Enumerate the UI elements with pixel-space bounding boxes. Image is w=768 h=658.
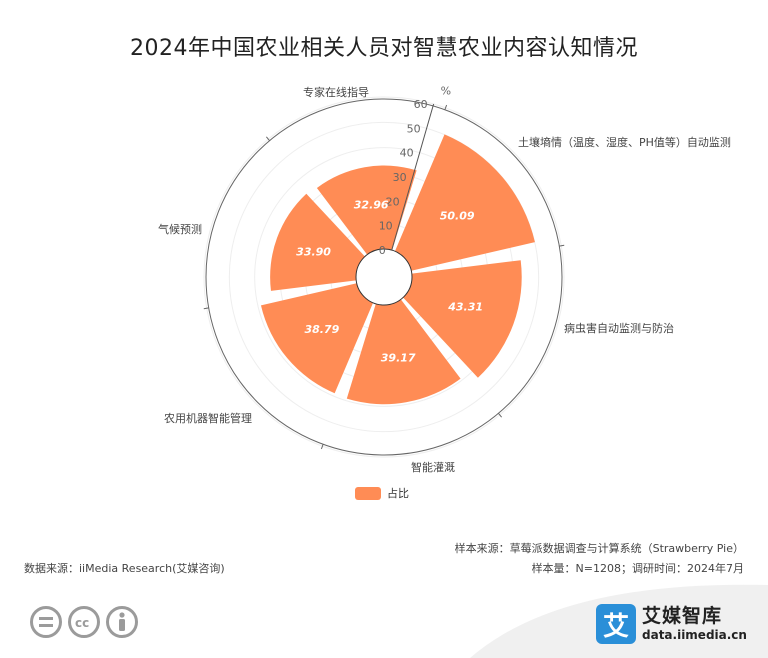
- person-icon: [106, 606, 138, 638]
- bar-sector[interactable]: [394, 134, 535, 271]
- grid-circle: [203, 96, 565, 458]
- bar-sector[interactable]: [403, 260, 522, 378]
- brand-text: 艾媒智库 data.iimedia.cn: [642, 605, 747, 643]
- tick-label: 10: [379, 220, 393, 233]
- value-label: 39.17: [381, 351, 416, 364]
- category-label: 农用机器智能管理: [164, 411, 252, 425]
- brand-url: data.iimedia.cn: [642, 628, 747, 642]
- radial-axis: 0 10 20 30 40 50 60%: [379, 84, 451, 257]
- category-label: 病虫害自动监测与防治: [564, 321, 674, 335]
- grid-circle: [228, 121, 540, 433]
- sample-size: 样本量：N=1208；调研时间：2024年7月: [531, 562, 744, 575]
- value-label: 38.79: [304, 323, 339, 336]
- outer-tick: [320, 444, 324, 450]
- bar-sector[interactable]: [316, 165, 417, 255]
- cc-icon: cc: [68, 606, 100, 638]
- tick-label: 60: [414, 98, 428, 111]
- value-label: 32.96: [354, 198, 389, 211]
- outer-ring: [205, 98, 563, 456]
- brand-name: 艾媒智库: [642, 605, 723, 627]
- svg-text:cc: cc: [75, 616, 89, 628]
- tick-label: 0: [379, 244, 386, 257]
- outer-tick: [265, 136, 270, 141]
- tick-label: 30: [393, 171, 407, 184]
- category-label: 气候预测: [158, 222, 202, 236]
- bar-sector[interactable]: [260, 283, 374, 394]
- value-label: 33.90: [296, 245, 331, 258]
- tick-label: 50: [407, 122, 421, 135]
- bar-sector[interactable]: [346, 299, 461, 405]
- sample-source: 样本来源：草莓派数据调查与计算系统（Strawberry Pie）: [454, 542, 744, 555]
- center-hole: [355, 248, 413, 306]
- category-label: 智能灌溉: [411, 460, 455, 474]
- chart-labels: 50.09 43.31 39.17 38.79 33.90 32.96 土壤墒情（温度、湿度…: [158, 85, 731, 474]
- bar-sector[interactable]: [270, 193, 365, 291]
- category-label: 专家在线指导: [303, 85, 369, 99]
- tick-label: 20: [386, 195, 400, 208]
- brand: 艾 艾媒智库 data.iimedia.cn: [596, 604, 747, 644]
- axis-unit: %: [441, 84, 451, 97]
- legend-label: 占比: [387, 487, 409, 500]
- category-label: 土壤墒情（温度、湿度、PH值等）自动监测: [518, 135, 731, 149]
- brand-logo: 艾: [596, 604, 636, 644]
- legend-swatch: [355, 486, 381, 500]
- outer-tick: [498, 413, 503, 418]
- outer-tick: [203, 307, 209, 310]
- tick-label: 40: [400, 147, 414, 160]
- license-icons: cc: [30, 606, 138, 638]
- data-source: 数据来源：iiMedia Research(艾媒咨询): [24, 562, 225, 575]
- legend[interactable]: 占比: [355, 485, 409, 501]
- outer-tick: [444, 104, 448, 110]
- radial-axis-line: [391, 103, 435, 251]
- value-label: 50.09: [440, 210, 475, 223]
- outer-tick: [559, 244, 565, 247]
- chart-bars: [260, 134, 535, 405]
- chart-title: 2024年中国农业相关人员对智慧农业内容认知情况: [130, 36, 638, 61]
- value-label: 43.31: [447, 301, 483, 314]
- equals-icon: [30, 606, 62, 638]
